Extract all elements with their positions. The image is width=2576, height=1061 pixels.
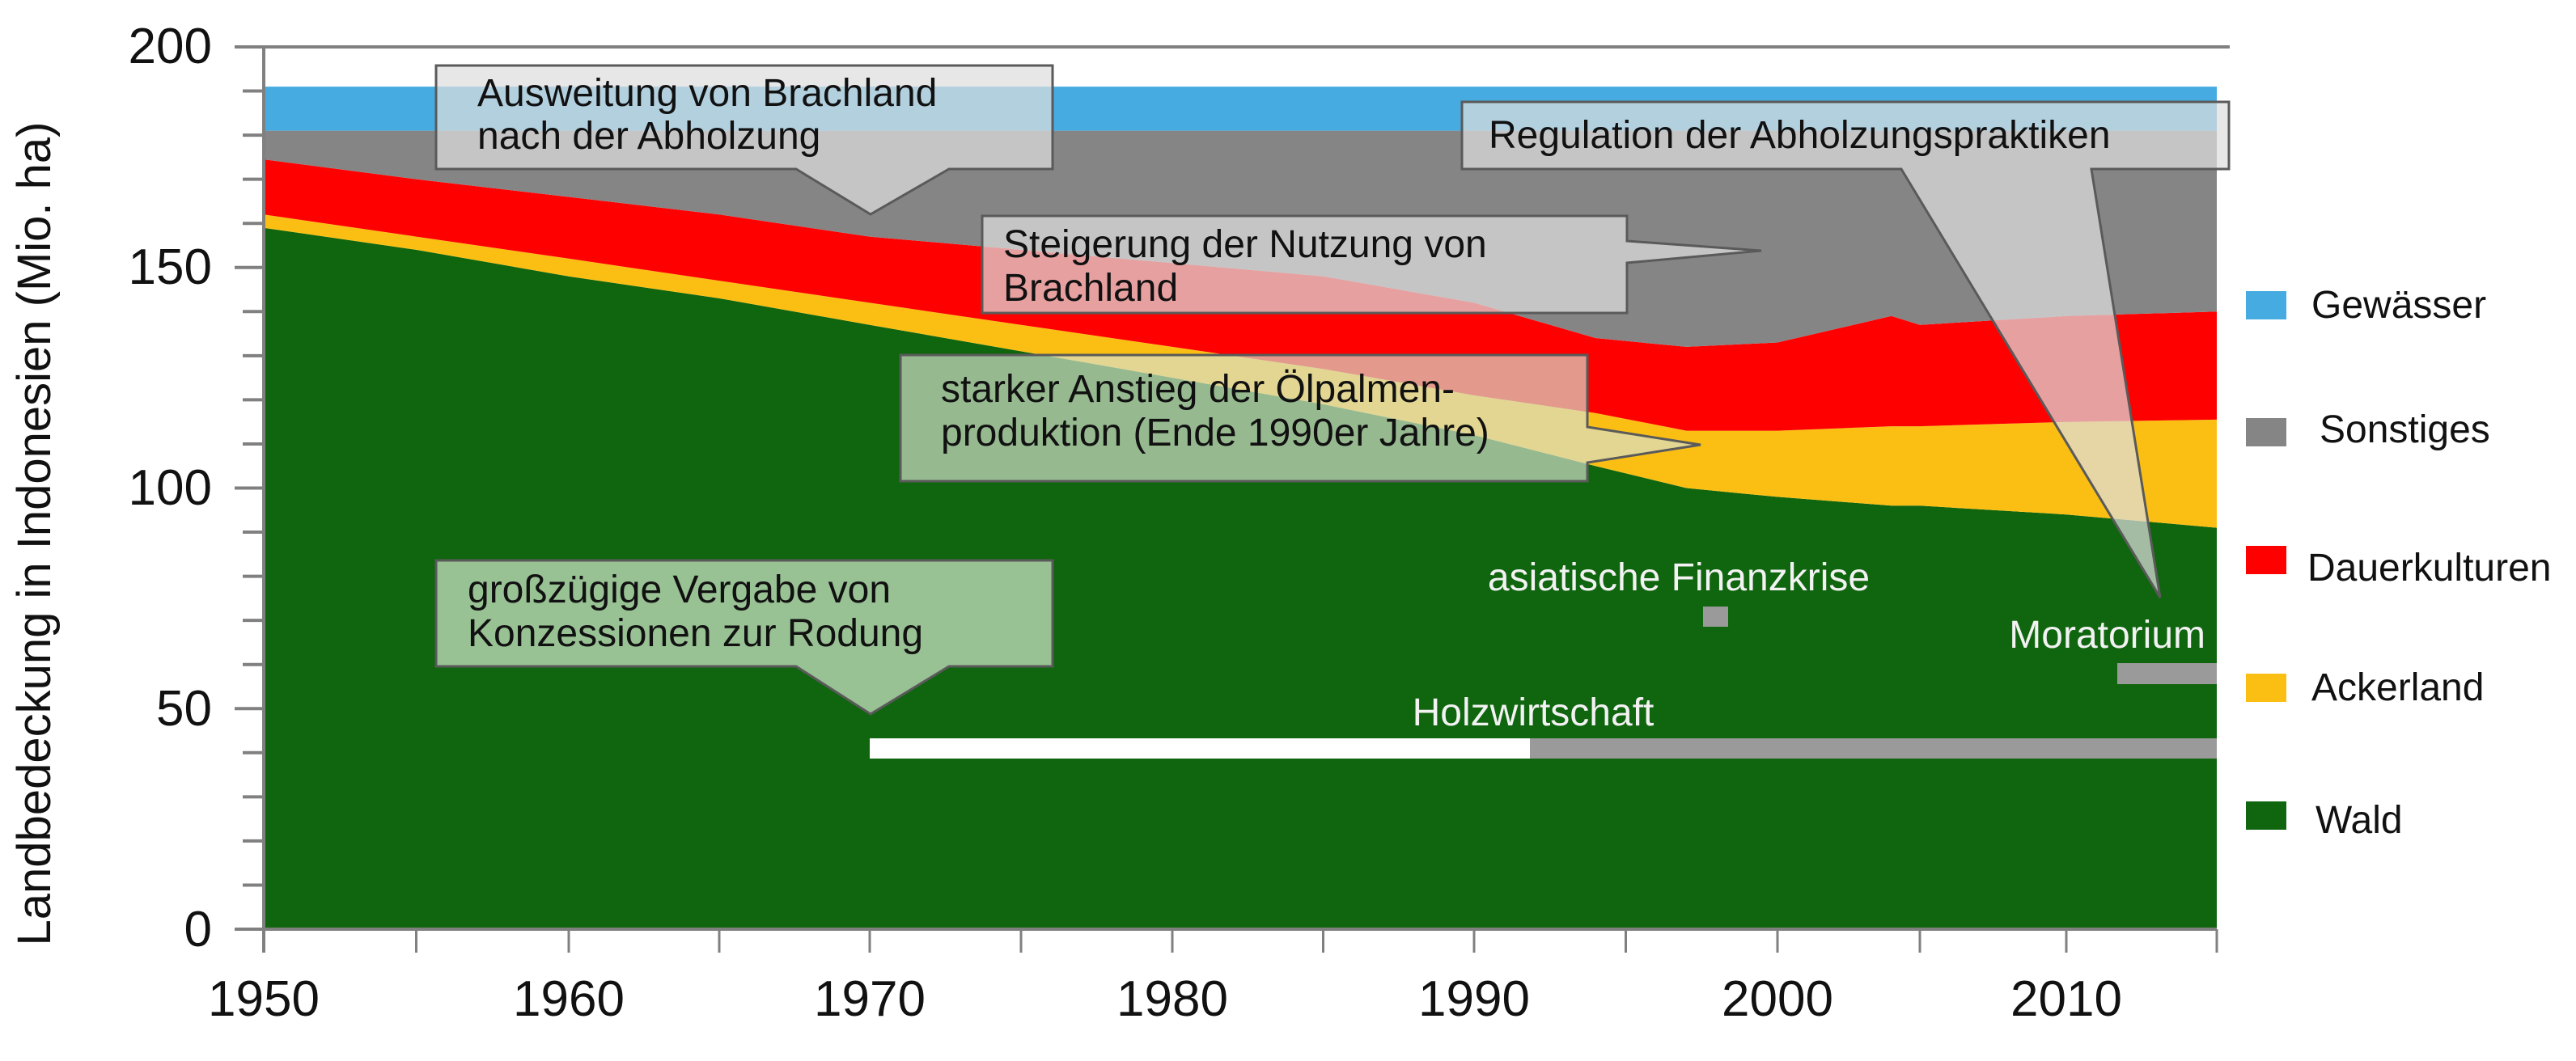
callout-konzessionen-line1: großzügige Vergabe von [468, 569, 891, 611]
legend-label-dauerkulturen: Dauerkulturen [2307, 547, 2552, 590]
legend-label-gewaesser: Gewässer [2311, 284, 2486, 327]
x-tick-label: 1980 [1116, 971, 1228, 1027]
axes [235, 45, 2230, 953]
callout-oelpalmen: starker Anstieg der Ölpalmen- produktion… [899, 353, 1701, 483]
callout-ausweitung: Ausweitung von Brachland nach der Abholz… [434, 64, 1054, 216]
legend-swatch-ackerland [2246, 674, 2286, 702]
legend: Gewässer Sonstiges Dauerkulturen Ackerla… [2246, 284, 2552, 842]
callout-konzessionen: großzügige Vergabe von Konzessionen zur … [434, 559, 1054, 716]
callout-regulation-line1: Regulation der Abholzungspraktiken [1489, 114, 2111, 157]
y-tick-label: 50 [156, 681, 212, 737]
finanzkrise-label: asiatische Finanzkrise [1488, 556, 1870, 599]
callout-regulation: Regulation der Abholzungspraktiken [1460, 100, 2231, 598]
x-tick-label: 2010 [2010, 971, 2122, 1027]
legend-item-ackerland: Ackerland [2246, 666, 2484, 709]
stacked-areas [264, 87, 2217, 929]
legend-item-wald: Wald [2246, 799, 2403, 842]
callout-ausweitung-line2: nach der Abholzung [477, 115, 820, 158]
legend-label-wald: Wald [2315, 799, 2403, 842]
y-tick-label: 150 [129, 239, 212, 295]
y-axis-title: Landbedeckung in Indonesien (Mio. ha) [8, 122, 61, 946]
callout-steigerung-line1: Steigerung der Nutzung von [1003, 223, 1487, 266]
y-tick-labels: 0 50 100 150 200 [129, 19, 212, 957]
x-tick-label: 1960 [513, 971, 625, 1027]
legend-item-sonstiges: Sonstiges [2246, 408, 2490, 451]
callout-steigerung: Steigerung der Nutzung von Brachland [981, 214, 1762, 315]
y-tick-label: 200 [129, 19, 212, 74]
legend-swatch-sonstiges [2246, 418, 2286, 446]
legend-item-gewaesser: Gewässer [2246, 284, 2486, 327]
x-tick-label: 1950 [208, 971, 320, 1027]
y-tick-label: 100 [129, 460, 212, 516]
callout-oelpalmen-line1: starker Anstieg der Ölpalmen- [941, 368, 1455, 411]
callout-oelpalmen-line2: produktion (Ende 1990er Jahre) [941, 412, 1489, 454]
callout-konzessionen-line2: Konzessionen zur Rodung [468, 612, 923, 655]
legend-swatch-gewaesser [2246, 291, 2286, 319]
holzwirtschaft-bar-white [870, 738, 1530, 759]
legend-swatch-wald [2246, 801, 2286, 830]
callout-steigerung-line2: Brachland [1003, 267, 1178, 310]
y-tick-label: 0 [184, 902, 212, 957]
x-tick-label: 1970 [814, 971, 926, 1027]
finanzkrise-marker [1703, 607, 1728, 627]
legend-item-dauerkulturen: Dauerkulturen [2246, 546, 2552, 590]
timeline-markers: Holzwirtschaft asiatische Finanzkrise Mo… [870, 556, 2217, 759]
callout-ausweitung-line1: Ausweitung von Brachland [477, 72, 937, 115]
holzwirtschaft-label: Holzwirtschaft [1413, 691, 1654, 734]
callouts: Ausweitung von Brachland nach der Abholz… [434, 64, 2231, 716]
x-tick-labels: 1950 1960 1970 1980 1990 2000 2010 [208, 971, 2122, 1027]
legend-label-sonstiges: Sonstiges [2320, 408, 2490, 451]
x-tick-label: 1990 [1418, 971, 1530, 1027]
legend-swatch-dauerkulturen [2246, 546, 2286, 574]
x-tick-label: 2000 [1722, 971, 1833, 1027]
holzwirtschaft-bar-gray [1530, 738, 2217, 759]
moratorium-label: Moratorium [2009, 614, 2205, 657]
legend-label-ackerland: Ackerland [2311, 666, 2484, 709]
moratorium-bar [2117, 663, 2217, 684]
